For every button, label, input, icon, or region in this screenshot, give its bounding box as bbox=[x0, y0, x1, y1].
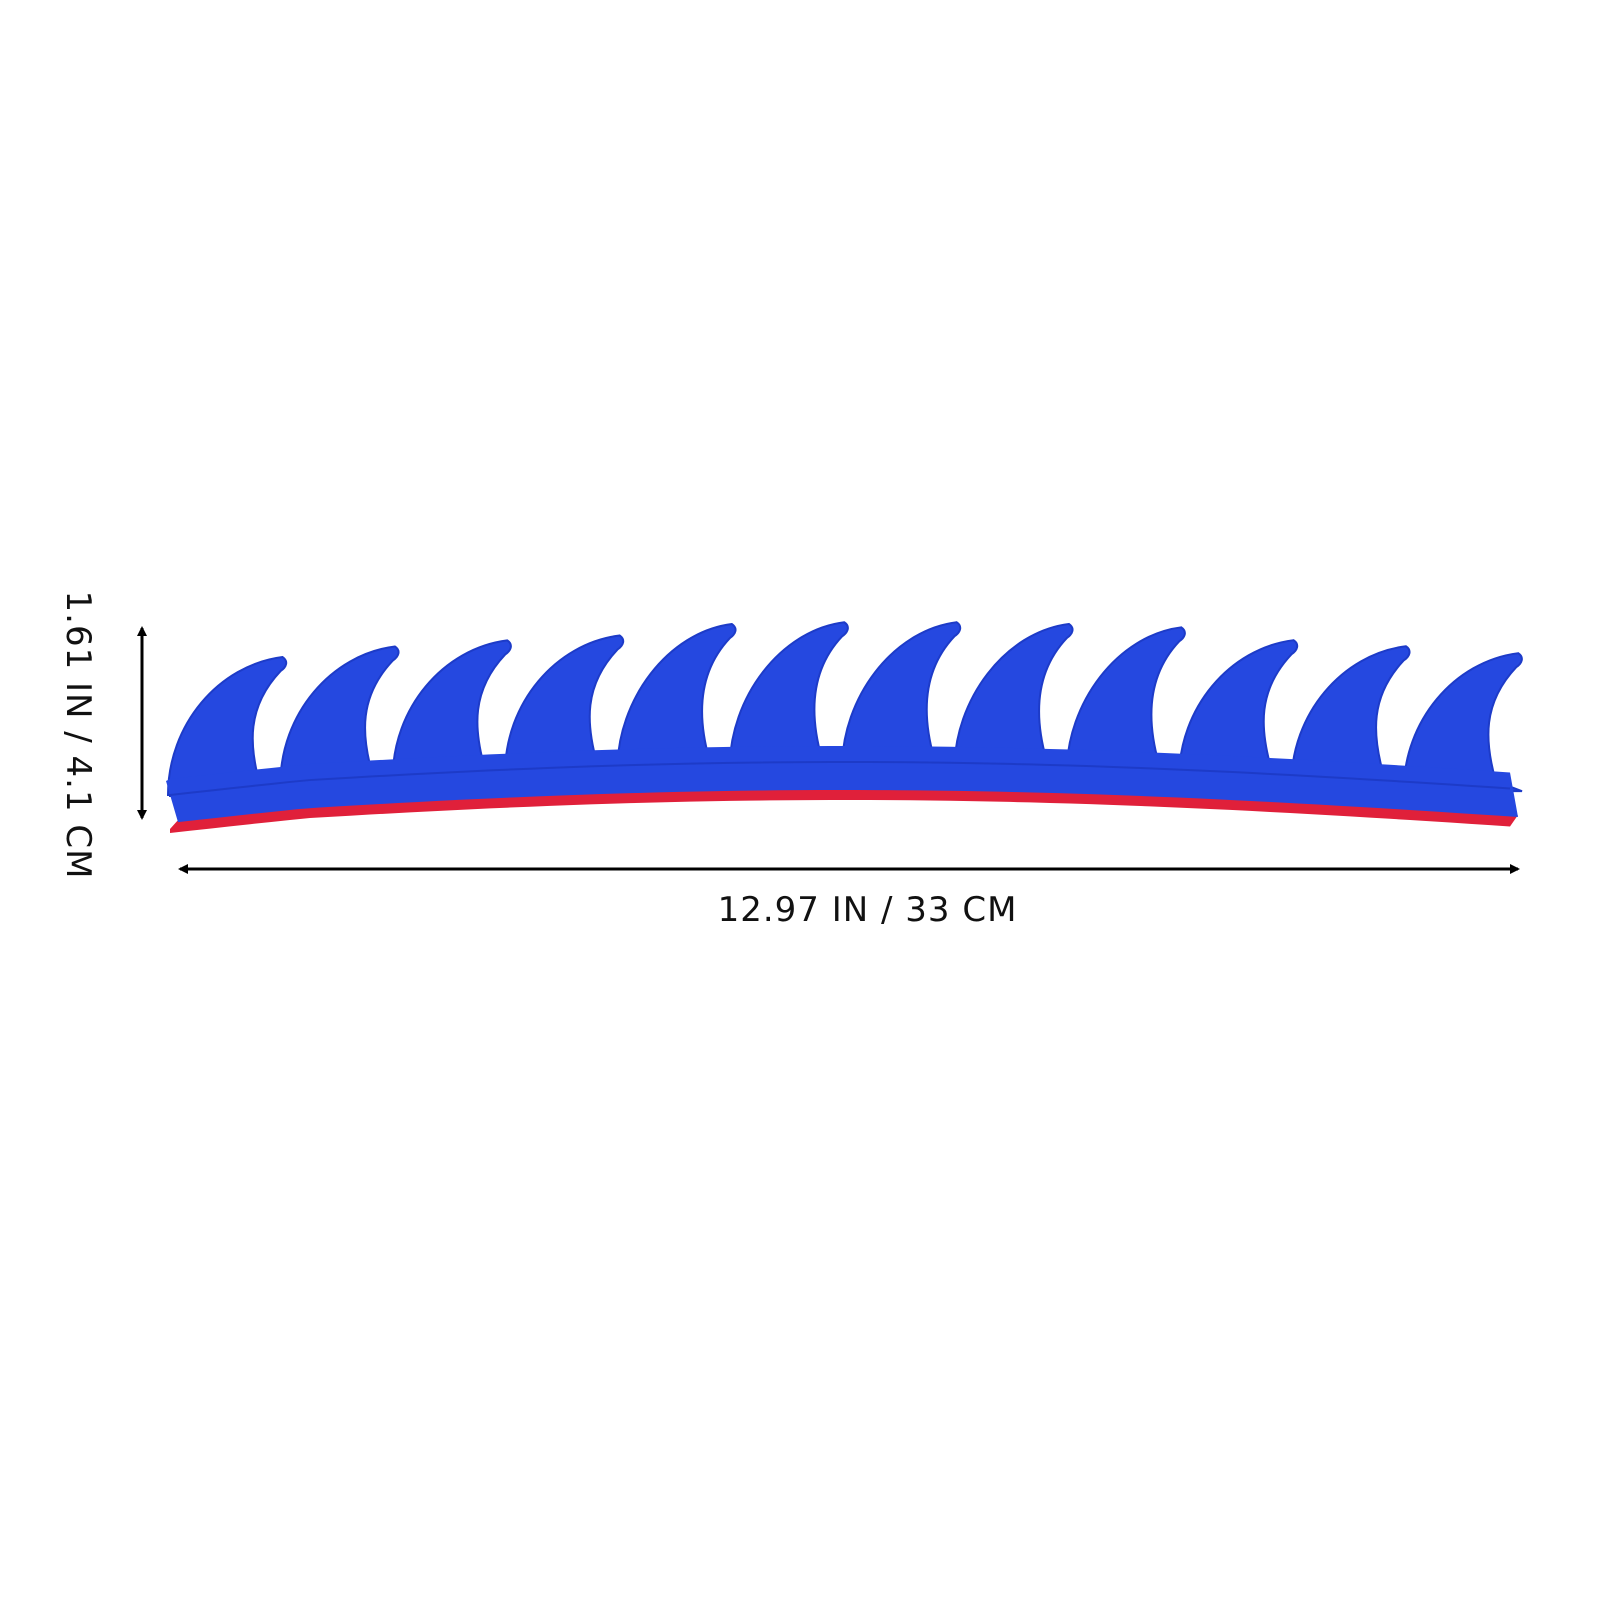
shark-fin bbox=[166, 655, 288, 797]
shark-fin bbox=[503, 634, 625, 775]
shark-fin bbox=[1290, 645, 1411, 786]
shark-fin bbox=[1402, 652, 1523, 793]
shark-fin bbox=[391, 639, 512, 780]
shark-fin bbox=[616, 622, 737, 772]
shark-fin bbox=[1065, 626, 1186, 775]
shark-fin bbox=[1177, 639, 1299, 780]
base-strip bbox=[166, 746, 1518, 823]
adhesive-backing bbox=[170, 788, 1518, 833]
base-groove bbox=[169, 761, 1511, 797]
shark-fin bbox=[840, 621, 962, 770]
shark-fin bbox=[953, 622, 1074, 771]
shark-fin-strip bbox=[166, 621, 1523, 833]
shark-fin bbox=[279, 645, 400, 786]
shark-fin bbox=[728, 621, 849, 770]
width-dimension-label: 12.97 IN / 33 CM bbox=[717, 890, 1018, 930]
height-dimension-label: 1.61 IN / 4.1 CM bbox=[58, 590, 98, 880]
